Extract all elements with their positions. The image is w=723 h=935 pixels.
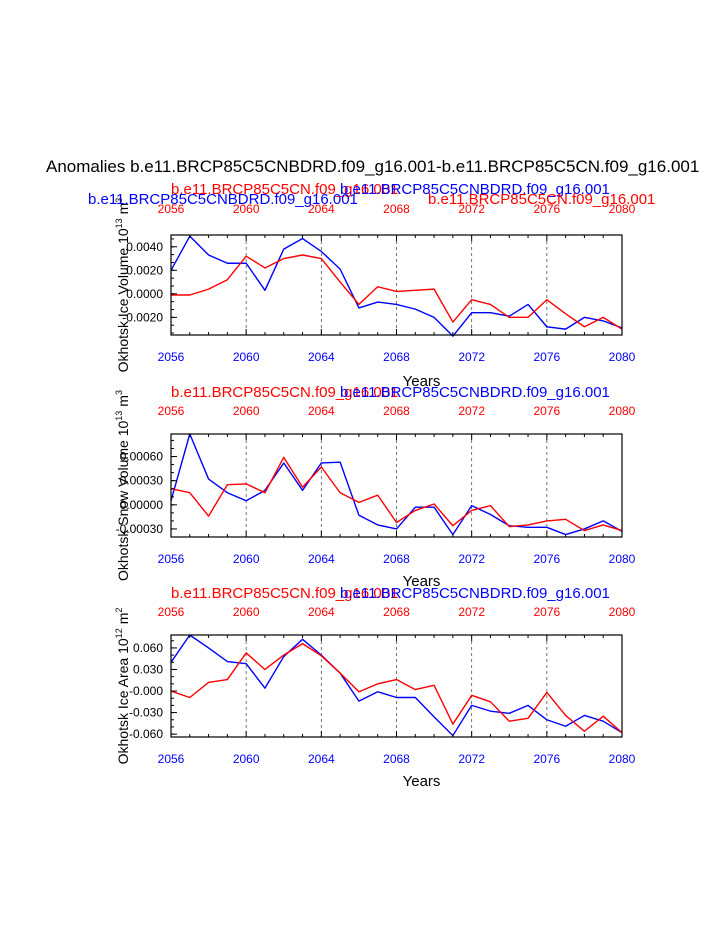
x-axis-title: Years	[403, 773, 441, 790]
x-tick-label-top: 2064	[308, 202, 335, 216]
x-tick-label: 2076	[533, 752, 560, 766]
series-line-cn	[170, 642, 623, 734]
y-axis-title-unit-exp: 3	[114, 390, 124, 395]
x-tick-label: 2080	[609, 552, 636, 566]
y-axis-title-unit-exp: 2	[114, 608, 124, 613]
y-tick-label: 0.00000	[120, 498, 164, 512]
series-line-bdrd	[170, 235, 623, 337]
y-tick-label: -0.00030	[116, 522, 164, 536]
x-tick-label: 2072	[458, 350, 485, 364]
x-tick-label: 2056	[158, 350, 185, 364]
x-tick-label-top: 2060	[233, 605, 260, 619]
y-tick-label: 0.0040	[126, 240, 163, 254]
x-tick-label: 2076	[533, 552, 560, 566]
x-tick-label: 2072	[458, 552, 485, 566]
y-axis-title-exp: 13	[114, 411, 124, 421]
x-tick-label-top: 2064	[308, 605, 335, 619]
x-tick-label: 2056	[158, 752, 185, 766]
case-label-left: b.e11.BRCP85C5CN.f09_g16.001	[171, 181, 398, 198]
figure-title: Anomalies b.e11.BRCP85C5CNBDRD.f09_g16.0…	[46, 157, 699, 176]
case-label-center: b.e11.BRCP85C5CNBDRD.f09_g16.001	[340, 384, 610, 401]
y-axis-title: Okhotsk Snow Volume 1013 m3	[114, 390, 131, 581]
x-tick-label: 2076	[533, 350, 560, 364]
series-line-bdrd	[170, 634, 623, 737]
case-label-center: b.e11.BRCP85C5CNBDRD.f09_g16.001	[340, 585, 610, 602]
x-tick-label: 2056	[158, 552, 185, 566]
y-tick-label: -0.060	[129, 727, 163, 741]
y-axis-title-unit: m	[115, 613, 131, 625]
y-axis-title-main: Okhotsk Ice Volume 10	[115, 228, 131, 372]
x-tick-label-top: 2068	[383, 404, 410, 418]
y-axis-title-exp: 12	[114, 628, 124, 638]
chart-ice-volume: 2056 2056 2060 2060 2064 2064 2068 2068 2072 2072…	[88, 181, 655, 390]
case-label-left: b.e11.BRCP85C5CN.f09_g16.001	[171, 585, 398, 602]
x-tick-label-top: 2056	[158, 605, 185, 619]
x-tick-label: 2080	[609, 752, 636, 766]
y-tick-label: 0.00030	[120, 474, 164, 488]
x-tick-label-top: 2072	[458, 202, 485, 216]
x-tick-label: 2064	[308, 752, 335, 766]
y-axis-title: Okhotsk Ice Volume 1013 m3	[114, 198, 131, 373]
y-tick-label: 0.0020	[126, 263, 163, 277]
case-label-right: b.e11.BRCP85C5CN.f09_g16.001	[428, 191, 655, 208]
x-tick-label-top: 2076	[533, 404, 560, 418]
x-tick-label-top: 2056	[158, 404, 185, 418]
series-line-cn	[170, 456, 623, 532]
x-tick-label-top: 2080	[609, 605, 636, 619]
x-axis-title: Years	[403, 573, 441, 590]
y-axis-title-unit-exp: 3	[114, 198, 124, 203]
x-tick-label-top: 2068	[383, 202, 410, 216]
x-tick-label-top: 2056	[158, 202, 185, 216]
x-tick-label-top: 2080	[609, 202, 636, 216]
y-tick-label: 0.0000	[126, 287, 163, 301]
y-axis-title: Okhotsk Ice Area 1012 m2	[114, 608, 131, 765]
y-tick-label: -0.000	[129, 684, 163, 698]
x-tick-label: 2060	[233, 350, 260, 364]
y-tick-label: 0.060	[133, 641, 163, 655]
y-axis-title-main: Okhotsk Ice Area 10	[115, 638, 131, 764]
x-tick-label: 2060	[233, 752, 260, 766]
chart-panels: 2056 2056 2060 2060 2064 2064 2068 2068 2072 2072…	[88, 181, 655, 790]
y-tick-label: 0.00060	[120, 450, 164, 464]
series-line-cn	[171, 254, 623, 330]
x-tick-label: 2064	[308, 350, 335, 364]
x-tick-label-top: 2072	[458, 605, 485, 619]
x-tick-label-top: 2060	[233, 404, 260, 418]
case-label-center: b.e11.BRCP85C5CNBDRD.f09_g16.001	[340, 181, 610, 198]
y-axis-title-unit: m	[115, 203, 131, 215]
x-tick-label-top: 2076	[533, 202, 560, 216]
x-tick-label: 2060	[233, 552, 260, 566]
x-tick-label-top: 2072	[458, 404, 485, 418]
case-label-left: b.e11.BRCP85C5CN.f09_g16.001	[171, 384, 398, 401]
chart-snow-volume: 2056 2056 2060 2060 2064 2064 2068 2068 2072 2072…	[114, 384, 636, 590]
series-line-bdrd	[170, 433, 623, 536]
x-tick-label-top: 2068	[383, 605, 410, 619]
y-axis-title-exp: 13	[114, 218, 124, 228]
case-label-far-left: b.e11.BRCP85C5CNBDRD.f09_g16.001	[88, 191, 358, 208]
y-axis-title-main: Okhotsk Snow Volume 10	[115, 420, 131, 581]
x-tick-label: 2068	[383, 552, 410, 566]
x-tick-label-top: 2076	[533, 605, 560, 619]
x-tick-label: 2080	[609, 350, 636, 364]
x-tick-label-top: 2060	[233, 202, 260, 216]
y-tick-label: -0.0020	[122, 310, 163, 324]
x-axis-title: Years	[403, 373, 441, 390]
y-tick-label: 0.030	[133, 662, 163, 676]
y-tick-label: -0.030	[129, 706, 163, 720]
chart-ice-area: 2056 2056 2060 2060 2064 2064 2068 2068 2072 2072…	[114, 585, 636, 790]
x-tick-label: 2072	[458, 752, 485, 766]
x-tick-label-top: 2064	[308, 404, 335, 418]
y-axis-title-unit: m	[115, 395, 131, 407]
x-tick-label: 2068	[383, 752, 410, 766]
x-tick-label: 2064	[308, 552, 335, 566]
x-tick-label: 2068	[383, 350, 410, 364]
x-tick-label-top: 2080	[609, 404, 636, 418]
